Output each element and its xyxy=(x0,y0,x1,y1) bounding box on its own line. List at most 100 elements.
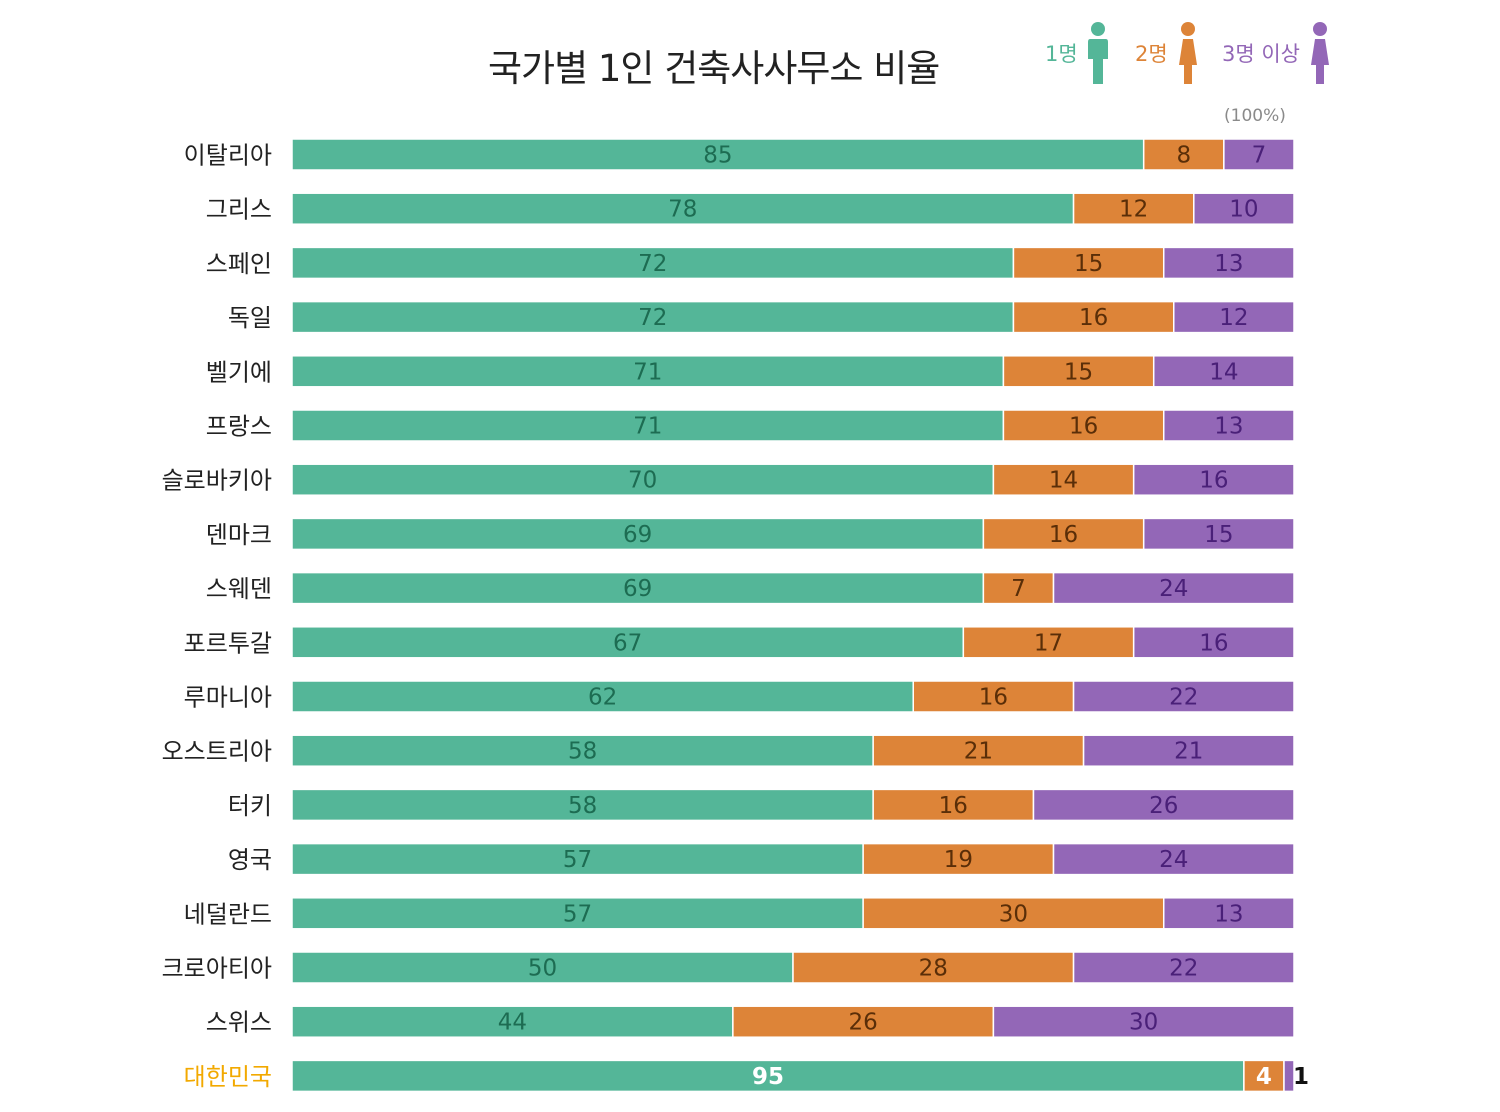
data-label: 78 xyxy=(668,197,697,223)
bar-segment-1-person xyxy=(291,734,874,767)
bar-segment-3-plus-people xyxy=(1072,680,1295,713)
data-label: 12 xyxy=(1219,305,1248,331)
data-label: 8 xyxy=(1176,143,1191,169)
category-label: 그리스 xyxy=(206,196,272,224)
data-label: 57 xyxy=(563,901,592,927)
bar-segment-2-people xyxy=(792,951,1075,984)
data-label: 7 xyxy=(1011,576,1026,602)
data-label: 30 xyxy=(1129,1010,1158,1036)
data-label: 26 xyxy=(848,1010,877,1036)
data-label: 16 xyxy=(1199,630,1228,656)
data-label: 13 xyxy=(1214,901,1243,927)
data-label: 58 xyxy=(568,793,597,819)
data-label: 22 xyxy=(1169,685,1198,711)
data-label: 24 xyxy=(1159,847,1188,873)
data-label: 13 xyxy=(1214,251,1243,277)
bar-segment-1-person xyxy=(291,409,1005,442)
bar-segment-1-person xyxy=(291,680,914,713)
bar-segment-2-people xyxy=(1012,300,1175,334)
bar-segment-3-plus-people xyxy=(1162,246,1295,280)
bar-segment-1-person xyxy=(291,138,1145,171)
data-label: 50 xyxy=(528,956,557,982)
bar-segment-3-plus-people xyxy=(1173,300,1295,334)
bar-segment-2-people xyxy=(1072,192,1195,225)
bar-segment-3-plus-people xyxy=(1283,1059,1295,1093)
data-label: 16 xyxy=(1199,468,1228,494)
legend-label: 1명 xyxy=(1045,42,1078,66)
chart-title: 국가별 1인 건축사사무소 비율 xyxy=(488,47,940,90)
data-label: 19 xyxy=(944,847,973,873)
data-label: 15 xyxy=(1064,359,1093,385)
bar-segment-2-people xyxy=(992,463,1135,496)
data-label: 10 xyxy=(1229,197,1258,223)
data-label: 12 xyxy=(1119,197,1148,223)
data-label: 28 xyxy=(919,956,948,982)
person-male-icon xyxy=(1086,21,1110,85)
legend-label: 2명 xyxy=(1135,42,1168,66)
category-label: 오스트리아 xyxy=(162,738,272,766)
category-label: 터키 xyxy=(228,792,272,820)
bar-segment-2-people xyxy=(732,1005,995,1038)
bar-segment-2-people xyxy=(862,842,1055,876)
data-label: 16 xyxy=(1079,305,1108,331)
legend-item-3-plus-people: 3명 이상 xyxy=(1222,18,1332,88)
data-label: 21 xyxy=(1174,739,1203,765)
bar-segment-1-person xyxy=(291,571,985,605)
data-label: 72 xyxy=(638,305,667,331)
category-label: 덴마크 xyxy=(206,521,272,549)
person-female-icon xyxy=(1308,21,1332,85)
data-label: 26 xyxy=(1149,793,1178,819)
bar-segment-1-person xyxy=(291,517,985,551)
category-label: 독일 xyxy=(228,304,272,332)
data-label: 85 xyxy=(703,143,732,169)
bar-segment-3-plus-people xyxy=(1082,734,1295,767)
category-label: 슬로바키아 xyxy=(162,467,272,495)
category-label: 스위스 xyxy=(206,1009,272,1037)
data-label: 13 xyxy=(1214,414,1243,440)
data-label: 1 xyxy=(1293,1064,1309,1090)
data-label: 16 xyxy=(979,685,1008,711)
bar-segment-3-plus-people xyxy=(1032,788,1295,822)
bar-segment-3-plus-people xyxy=(1072,951,1295,984)
data-label: 15 xyxy=(1204,522,1233,548)
category-label: 스페인 xyxy=(206,250,272,278)
data-label: 69 xyxy=(623,522,652,548)
data-label: 22 xyxy=(1169,956,1198,982)
legend-item-1-person: 1명 xyxy=(1045,18,1110,88)
data-label: 69 xyxy=(623,576,652,602)
bar-segment-1-person xyxy=(291,897,864,930)
bar-segment-1-person xyxy=(291,788,874,822)
bar-segment-1-person xyxy=(291,355,1005,388)
data-label: 62 xyxy=(588,685,617,711)
category-label: 대한민국 xyxy=(184,1063,272,1091)
category-label: 네덜란드 xyxy=(184,900,272,928)
bar-segment-2-people xyxy=(982,571,1055,605)
bar-segment-2-people xyxy=(912,680,1075,713)
bar-segment-1-person xyxy=(291,1005,734,1038)
data-label: 67 xyxy=(613,630,642,656)
bar-segment-1-person xyxy=(291,951,794,984)
category-label: 루마니아 xyxy=(184,684,272,712)
bar-segment-3-plus-people xyxy=(1162,897,1295,930)
data-label: 72 xyxy=(638,251,667,277)
category-label: 포르투갈 xyxy=(184,629,272,657)
bar-segment-3-plus-people xyxy=(1193,192,1295,225)
legend-item-2-people: 2명 xyxy=(1135,18,1200,88)
bar-segment-3-plus-people xyxy=(1162,409,1295,442)
data-label: 15 xyxy=(1074,251,1103,277)
category-label: 프랑스 xyxy=(206,413,272,441)
data-label: 71 xyxy=(633,414,662,440)
scale-note: (100%) xyxy=(1224,106,1286,126)
data-label: 14 xyxy=(1049,468,1078,494)
bar-segment-2-people xyxy=(982,517,1145,551)
category-label: 벨기에 xyxy=(206,358,272,386)
bar-segment-3-plus-people xyxy=(1142,517,1295,551)
data-label: 57 xyxy=(563,847,592,873)
bar-segment-3-plus-people xyxy=(992,1005,1295,1038)
data-label: 44 xyxy=(498,1010,527,1036)
bar-segment-1-person xyxy=(291,626,965,659)
bar-segment-3-plus-people xyxy=(1052,571,1295,605)
bar-segment-2-people xyxy=(1002,355,1155,388)
data-label: 70 xyxy=(628,468,657,494)
